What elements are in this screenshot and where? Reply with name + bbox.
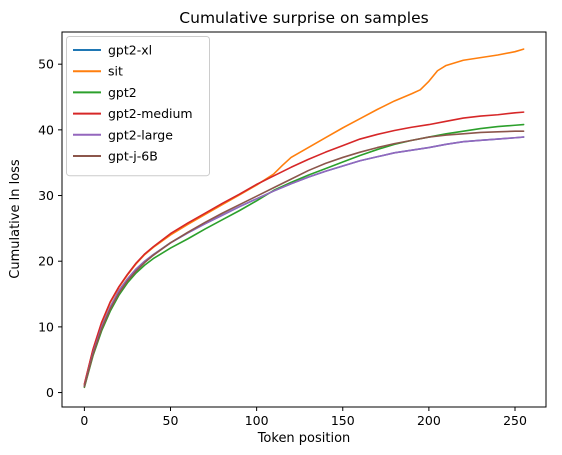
y-tick-label: 20 — [38, 254, 54, 269]
legend-label-gpt-j-6B: gpt-j-6B — [108, 149, 158, 164]
x-tick-label: 150 — [331, 413, 355, 428]
legend-label-gpt2-xl: gpt2-xl — [108, 43, 152, 58]
x-tick-label: 0 — [80, 413, 88, 428]
plot-area — [83, 48, 525, 389]
y-tick-label: 40 — [38, 122, 54, 137]
y-tick-label: 10 — [38, 319, 54, 334]
series-line-gpt2-large — [83, 136, 525, 387]
y-axis: 0 10 20 30 40 50 — [38, 57, 62, 400]
x-tick-label: 100 — [245, 413, 269, 428]
legend-label-gpt2-large: gpt2-large — [108, 127, 173, 142]
chart-title: Cumulative surprise on samples — [179, 9, 428, 27]
x-tick-label: 50 — [163, 413, 179, 428]
plot-frame — [61, 31, 547, 408]
series-line-gpt-j-6B — [83, 130, 525, 388]
legend-box — [66, 36, 210, 177]
legend-label-gpt2-medium: gpt2-medium — [108, 106, 193, 121]
x-axis: 0 50 100 150 200 250 — [80, 407, 527, 428]
y-axis-title: Cumulative ln loss — [8, 159, 23, 279]
y-tick-label: 30 — [38, 188, 54, 203]
x-tick-label: 250 — [503, 413, 527, 428]
x-axis-title: Token position — [257, 431, 351, 446]
legend-label-sit: sit — [108, 64, 123, 79]
y-tick-label: 0 — [46, 385, 54, 400]
x-tick-label: 200 — [417, 413, 441, 428]
legend-label-gpt2: gpt2 — [108, 85, 137, 100]
series-line-gpt2-medium — [83, 111, 525, 385]
legend: gpt2-xl sit gpt2 gpt2-medium gpt2-large gpt-j… — [66, 36, 210, 177]
y-tick-label: 50 — [38, 57, 54, 72]
